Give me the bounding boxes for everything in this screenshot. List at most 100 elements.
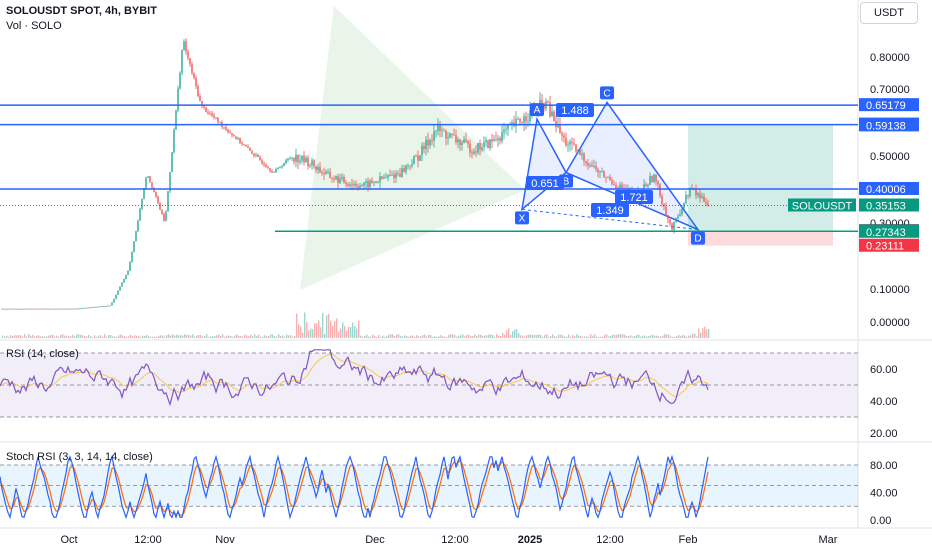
volume-bar bbox=[320, 327, 322, 338]
price-candle bbox=[701, 196, 703, 198]
price-candle bbox=[371, 180, 373, 183]
volume-bar bbox=[64, 335, 66, 338]
price-candle bbox=[15, 308, 17, 310]
pattern-ratio: 1.721 bbox=[615, 190, 653, 204]
pattern-point-label: D bbox=[694, 234, 701, 245]
price-candle bbox=[345, 182, 347, 185]
currency-selector[interactable]: USDT bbox=[860, 2, 918, 24]
volume-bar bbox=[620, 334, 622, 338]
price-candle bbox=[403, 168, 405, 172]
volume-bar bbox=[352, 322, 354, 338]
volume-bar bbox=[510, 334, 512, 338]
price-candle bbox=[201, 100, 203, 106]
volume-bar bbox=[406, 335, 408, 338]
volume-bar bbox=[276, 336, 278, 338]
price-candle bbox=[355, 183, 357, 186]
volume-bar bbox=[690, 335, 692, 338]
price-candle bbox=[161, 209, 163, 214]
price-axis-label-box bbox=[859, 198, 919, 212]
price-candle bbox=[7, 308, 9, 310]
price-candle bbox=[9, 308, 11, 310]
price-candle bbox=[547, 101, 549, 103]
volume-bar bbox=[96, 336, 98, 338]
price-candle bbox=[81, 308, 83, 309]
volume-bar bbox=[154, 336, 156, 338]
price-candle bbox=[689, 188, 691, 197]
price-candle bbox=[11, 308, 13, 310]
volume-bar bbox=[516, 329, 518, 338]
rsi-label: RSI (14, close) bbox=[6, 348, 79, 360]
volume-bar bbox=[204, 336, 206, 338]
price-candle bbox=[311, 160, 313, 166]
volume-bar bbox=[20, 335, 22, 338]
volume-bar bbox=[600, 336, 602, 338]
price-candle bbox=[51, 308, 53, 310]
pattern-ratio-label: 1.488 bbox=[561, 105, 589, 117]
price-candle bbox=[515, 118, 517, 127]
price-candle bbox=[487, 140, 489, 149]
volume-bar bbox=[572, 335, 574, 338]
volume-bar bbox=[590, 334, 592, 338]
volume-bar bbox=[162, 335, 164, 338]
volume-bar bbox=[72, 334, 74, 338]
volume-bar bbox=[508, 328, 510, 338]
price-candle bbox=[551, 111, 553, 117]
price-candle bbox=[167, 191, 169, 212]
volume-bar bbox=[270, 334, 272, 338]
rsi-axis-tick: 40.00 bbox=[870, 396, 898, 408]
price-candle bbox=[373, 181, 375, 183]
price-candle bbox=[291, 157, 293, 159]
price-candle bbox=[413, 155, 415, 165]
price-candle bbox=[539, 99, 541, 106]
volume-bar bbox=[42, 335, 44, 338]
volume-bar bbox=[172, 334, 174, 338]
volume-bar bbox=[410, 335, 412, 338]
volume-bar bbox=[116, 336, 118, 338]
price-candle bbox=[133, 241, 135, 252]
price-candle bbox=[137, 220, 139, 232]
volume-bar bbox=[84, 336, 86, 338]
volume-bar bbox=[62, 334, 64, 338]
volume-bar bbox=[130, 334, 132, 338]
volume-bar bbox=[566, 336, 568, 338]
price-candle bbox=[17, 308, 19, 310]
price-candle bbox=[333, 178, 335, 180]
volume-bar bbox=[488, 334, 490, 338]
price-candle bbox=[383, 177, 385, 179]
price-candle bbox=[75, 308, 77, 310]
price-candle bbox=[419, 155, 421, 161]
price-axis-tick: 0.70000 bbox=[870, 84, 910, 96]
volume-bar bbox=[60, 334, 62, 338]
price-candle bbox=[529, 110, 531, 122]
price-candle bbox=[595, 166, 597, 170]
volume-bar bbox=[550, 336, 552, 338]
price-candle bbox=[277, 167, 279, 169]
price-candle bbox=[425, 139, 427, 150]
price-candle bbox=[119, 286, 121, 291]
price-candle bbox=[363, 182, 365, 186]
volume-bar bbox=[152, 336, 154, 338]
price-candle bbox=[449, 133, 451, 138]
price-candle bbox=[303, 155, 305, 163]
volume-bar bbox=[340, 328, 342, 338]
price-candle bbox=[347, 184, 349, 186]
symbol-title[interactable]: SOLOUSDT SPOT, 4h, BYBIT bbox=[6, 5, 157, 17]
volume-bar bbox=[538, 334, 540, 338]
price-candle bbox=[209, 113, 211, 114]
volume-bar bbox=[216, 335, 218, 338]
volume-bar bbox=[308, 330, 310, 338]
price-candle bbox=[143, 188, 145, 199]
price-candle bbox=[553, 111, 555, 122]
price-candle bbox=[447, 137, 449, 139]
volume-bar bbox=[658, 336, 660, 338]
volume-bar bbox=[194, 336, 196, 338]
price-candle bbox=[381, 176, 383, 179]
price-candle bbox=[357, 185, 359, 188]
volume-bar bbox=[596, 336, 598, 338]
volume-bar bbox=[556, 336, 558, 338]
volume-bar bbox=[70, 336, 72, 338]
volume-bar bbox=[610, 335, 612, 338]
volume-bar bbox=[138, 335, 140, 338]
volume-label: Vol · SOLO bbox=[6, 20, 62, 32]
